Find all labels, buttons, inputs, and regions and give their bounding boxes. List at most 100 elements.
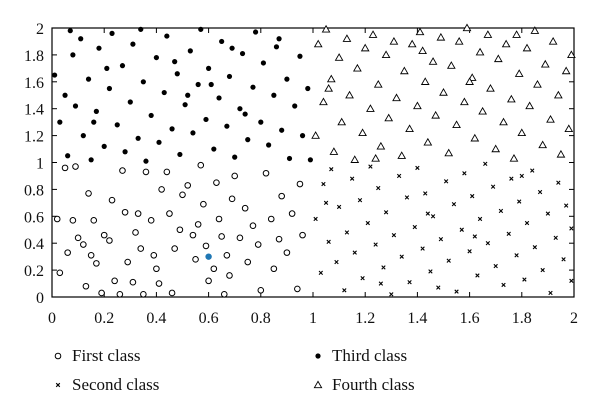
second-class-point [490,184,496,189]
fourth-class-point [444,148,454,157]
third-class-point [153,54,159,61]
fourth-class-point [405,124,414,133]
first-class-point [124,258,131,266]
third-class-point [67,28,73,34]
third-class-point [224,123,230,129]
first-class-point [80,241,87,248]
third-class-point [122,149,128,155]
fourth-class-point [420,77,430,85]
third-class-point [232,154,238,160]
y-tick-label: 0.8 [24,182,44,199]
x-tick-label: 2 [570,310,578,327]
second-class-point [498,208,504,214]
fourth-class-point [564,124,574,133]
first-class-point [241,204,249,212]
first-class-point [98,289,105,297]
fourth-class-point [397,151,407,159]
fourth-class-point [337,117,347,126]
second-class-point [436,285,441,290]
second-class-point [376,185,381,191]
first-class-point [189,231,197,239]
y-tick-label: 1.6 [24,75,44,92]
third-class-point [271,92,277,98]
second-class-point [420,246,425,251]
second-class-point [391,232,397,238]
third-class-point [70,52,76,58]
x-tick-label: 1.8 [512,310,532,327]
fourth-class-point [509,153,519,162]
fourth-class-point [556,149,566,158]
fourth-class-point [326,74,336,83]
fourth-class-point [334,53,344,61]
legend-marker-second-class [55,382,61,388]
fourth-class-point [311,131,320,139]
second-class-point [373,242,378,247]
second-class-point [389,292,394,297]
second-class-point [313,216,318,222]
fourth-class-point [538,140,548,149]
third-class-point [260,60,267,66]
legend-marker-fourth-class [313,380,323,389]
fourth-class-point [439,88,448,96]
y-tick-label: 1 [36,156,44,173]
fourth-class-point [324,84,334,92]
second-class-point [548,290,553,296]
first-class-point [116,291,124,298]
fourth-class-point [491,144,501,153]
second-class-point [344,230,350,235]
first-class-point [223,252,231,259]
fourth-class-point [525,101,535,110]
fourth-class-point [436,32,446,41]
fourth-class-point [475,47,485,56]
first-class-point [155,280,163,287]
first-class-point [171,245,178,252]
fourth-class-point [470,133,480,142]
first-class-point [249,222,257,230]
first-class-point [267,215,275,223]
first-class-point [278,192,285,200]
second-class-point [423,191,428,196]
third-class-point [239,50,246,57]
fourth-class-point [533,79,542,88]
second-class-point [537,189,543,195]
third-class-point [195,81,201,88]
first-class-point [64,249,71,256]
third-class-point [52,72,58,78]
third-class-point [292,103,298,109]
first-class-point [119,167,126,174]
fourth-class-point [561,66,571,75]
first-class-point [153,265,160,273]
first-class-point [197,161,205,169]
second-class-point [556,180,561,185]
fourth-class-point [553,90,563,99]
second-class-point [425,211,431,216]
fourth-class-point [319,97,328,106]
first-class-point [213,179,220,186]
first-class-point [194,221,202,228]
third-class-point [185,92,191,98]
third-class-point [135,135,141,141]
second-class-point [446,258,451,263]
second-class-point [472,234,478,239]
second-class-point [357,197,363,203]
second-class-point [493,263,498,269]
second-class-point [524,220,530,226]
first-class-point [288,210,296,217]
second-class-point [454,289,459,294]
fourth-class-point [415,27,425,36]
second-class-point [336,204,342,210]
third-class-point [78,36,84,42]
first-class-point [257,286,265,294]
first-class-point [82,282,90,290]
first-class-point [228,195,236,203]
second-class-point [563,203,569,208]
third-class-point [85,76,92,82]
second-class-point [569,278,574,284]
fourth-class-point [431,110,441,119]
third-class-point [91,119,97,125]
second-class-point [365,220,370,226]
fourth-class-point [368,30,378,38]
third-class-point [96,45,102,51]
legend-marker-third-class [315,353,321,359]
second-class-point [368,164,373,169]
